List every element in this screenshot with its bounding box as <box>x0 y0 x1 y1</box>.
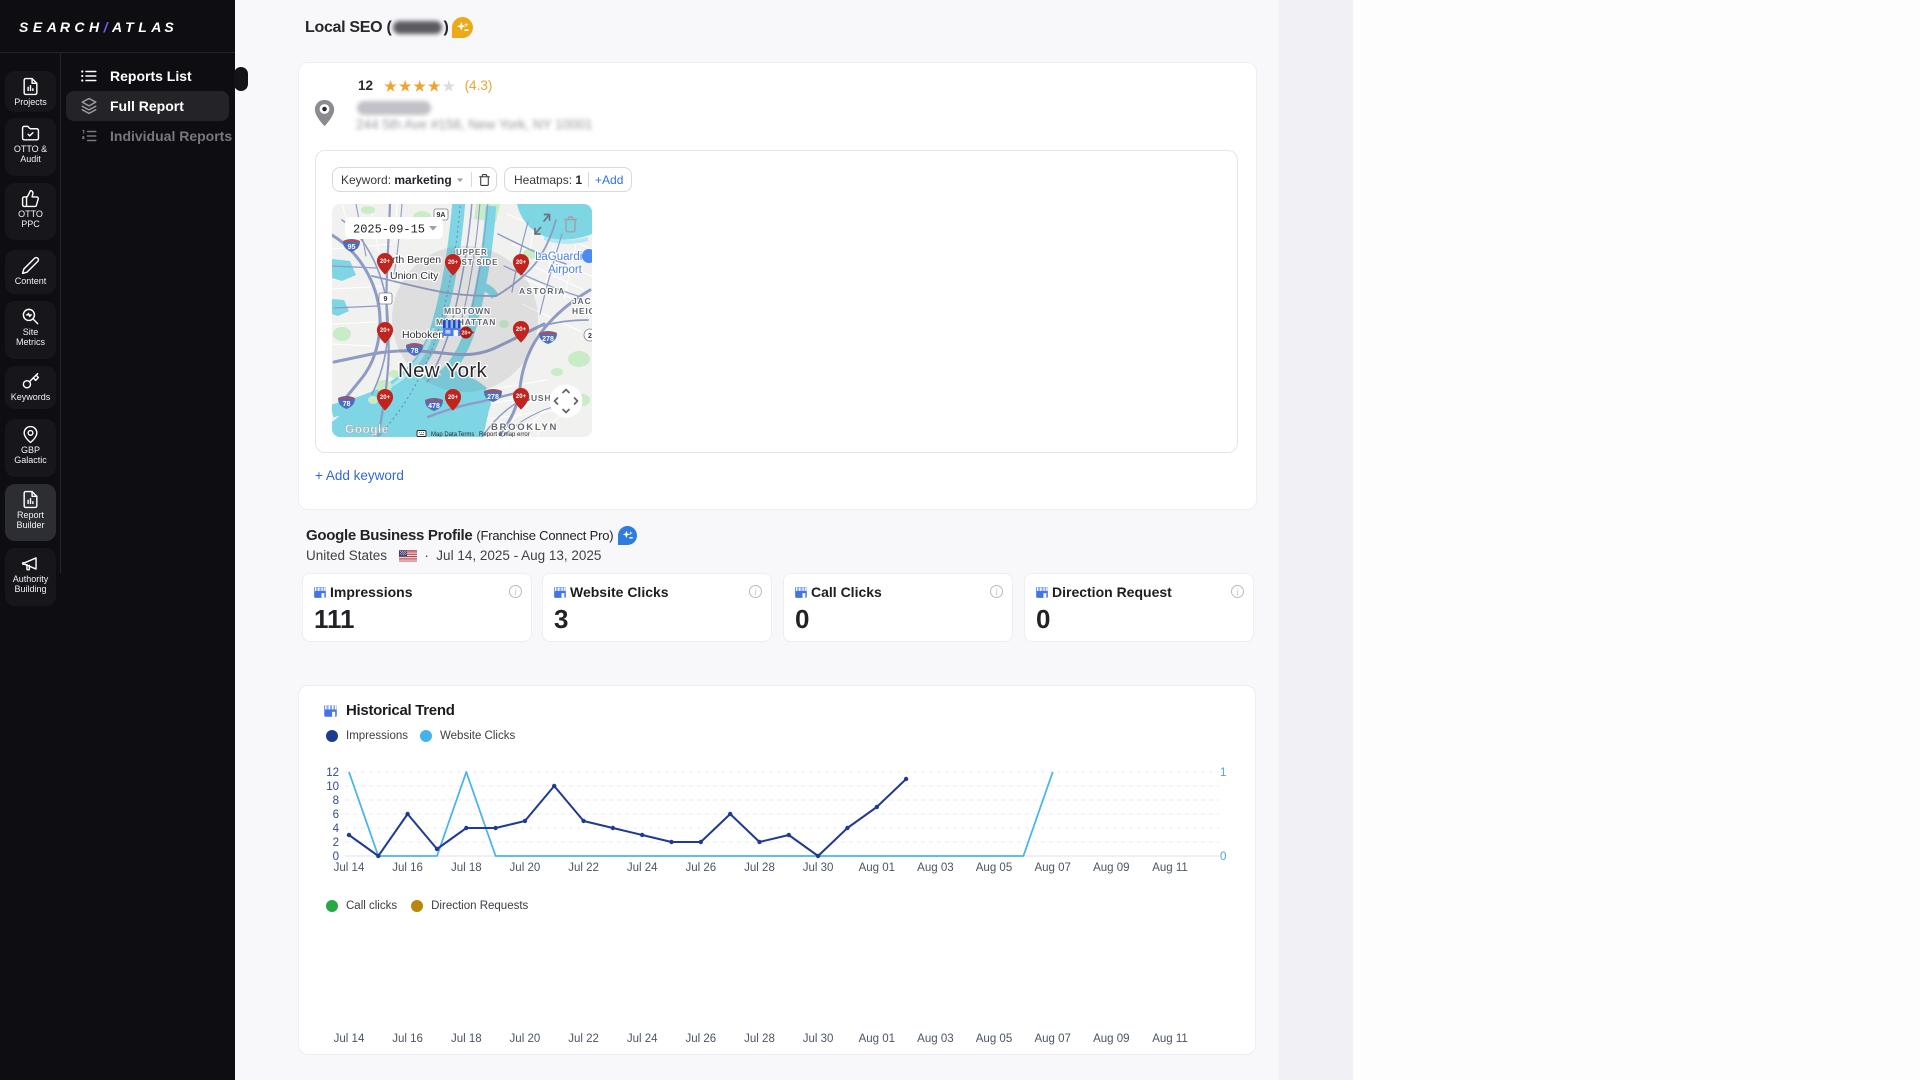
svg-text:Aug 03: Aug 03 <box>917 862 953 874</box>
svg-text:20+: 20+ <box>516 394 527 400</box>
svg-text:Aug 01: Aug 01 <box>859 862 895 874</box>
svg-text:Airport: Airport <box>548 264 583 276</box>
svg-text:9: 9 <box>384 296 388 303</box>
svg-text:MIDTOWN: MIDTOWN <box>444 306 491 316</box>
svg-text:2025-09-15: 2025-09-15 <box>353 223 425 237</box>
svg-text:Aug 01: Aug 01 <box>859 1033 895 1045</box>
svg-text:Hoboken: Hoboken <box>402 329 444 341</box>
svg-text:ASTORIA: ASTORIA <box>519 286 566 296</box>
svg-text:Jul 24: Jul 24 <box>627 862 658 874</box>
svg-text:278: 278 <box>542 336 554 343</box>
svg-text:JACKS: JACKS <box>572 296 592 306</box>
svg-text:20+: 20+ <box>380 328 391 334</box>
svg-text:Aug 07: Aug 07 <box>1034 862 1070 874</box>
svg-text:Jul 30: Jul 30 <box>803 862 834 874</box>
svg-text:UPPER: UPPER <box>456 248 488 257</box>
svg-text:78: 78 <box>343 401 351 408</box>
svg-text:0: 0 <box>333 851 339 863</box>
svg-text:20+: 20+ <box>380 395 391 401</box>
svg-text:Jul 16: Jul 16 <box>392 1033 423 1045</box>
svg-text:78: 78 <box>411 348 419 355</box>
svg-text:New York: New York <box>398 359 487 382</box>
svg-text:BROOKLYN: BROOKLYN <box>491 422 558 433</box>
svg-text:478: 478 <box>428 403 440 410</box>
svg-text:95: 95 <box>348 244 356 251</box>
svg-text:Jul 18: Jul 18 <box>451 1033 482 1045</box>
svg-text:Aug 03: Aug 03 <box>917 1033 953 1045</box>
svg-text:1: 1 <box>1220 767 1226 779</box>
svg-text:20+: 20+ <box>380 259 391 265</box>
svg-text:Union City: Union City <box>390 270 439 282</box>
svg-text:4: 4 <box>333 823 340 835</box>
svg-text:Jul 26: Jul 26 <box>685 862 716 874</box>
svg-text:Aug 07: Aug 07 <box>1034 1033 1070 1045</box>
svg-text:LaGuardia: LaGuardia <box>535 251 589 263</box>
svg-text:Terms: Terms <box>458 432 474 437</box>
svg-text:278: 278 <box>487 394 499 401</box>
svg-text:Map Data: Map Data <box>431 432 458 437</box>
svg-text:Aug 05: Aug 05 <box>976 1033 1012 1045</box>
svg-text:Aug 09: Aug 09 <box>1093 1033 1129 1045</box>
svg-text:9A: 9A <box>437 212 446 219</box>
svg-text:Jul 28: Jul 28 <box>744 862 775 874</box>
svg-text:Jul 22: Jul 22 <box>568 862 599 874</box>
svg-text:HEIGH: HEIGH <box>572 306 592 316</box>
svg-text:2: 2 <box>588 333 592 340</box>
svg-text:Jul 30: Jul 30 <box>803 1033 834 1045</box>
svg-text:Jul 14: Jul 14 <box>334 862 365 874</box>
svg-text:20+: 20+ <box>516 327 527 333</box>
svg-text:Jul 18: Jul 18 <box>451 862 482 874</box>
svg-text:Aug 09: Aug 09 <box>1093 862 1129 874</box>
svg-text:Jul 20: Jul 20 <box>510 862 541 874</box>
svg-text:Aug 11: Aug 11 <box>1152 862 1188 874</box>
svg-text:20+: 20+ <box>516 260 527 266</box>
svg-text:rth Bergen: rth Bergen <box>392 254 441 266</box>
svg-text:6: 6 <box>333 809 339 821</box>
svg-text:Jul 16: Jul 16 <box>392 862 423 874</box>
svg-text:20+: 20+ <box>448 260 459 266</box>
svg-text:0: 0 <box>1220 851 1226 863</box>
svg-text:20+: 20+ <box>448 395 459 401</box>
svg-text:20+: 20+ <box>461 331 470 337</box>
svg-text:12: 12 <box>326 767 339 779</box>
svg-text:Report a map error: Report a map error <box>479 432 530 437</box>
svg-text:Jul 26: Jul 26 <box>685 1033 716 1045</box>
svg-text:Aug 11: Aug 11 <box>1152 1033 1188 1045</box>
svg-text:10: 10 <box>326 781 339 793</box>
svg-text:Aug 05: Aug 05 <box>976 862 1012 874</box>
svg-text:Jul 22: Jul 22 <box>568 1033 599 1045</box>
svg-text:Jul 20: Jul 20 <box>510 1033 541 1045</box>
svg-text:8: 8 <box>333 795 339 807</box>
svg-text:Google: Google <box>345 422 389 436</box>
svg-text:Jul 24: Jul 24 <box>627 1033 658 1045</box>
svg-text:2: 2 <box>333 837 339 849</box>
svg-text:WEST SIDE: WEST SIDE <box>447 258 498 267</box>
svg-text:Jul 14: Jul 14 <box>334 1033 365 1045</box>
svg-text:Jul 28: Jul 28 <box>744 1033 775 1045</box>
